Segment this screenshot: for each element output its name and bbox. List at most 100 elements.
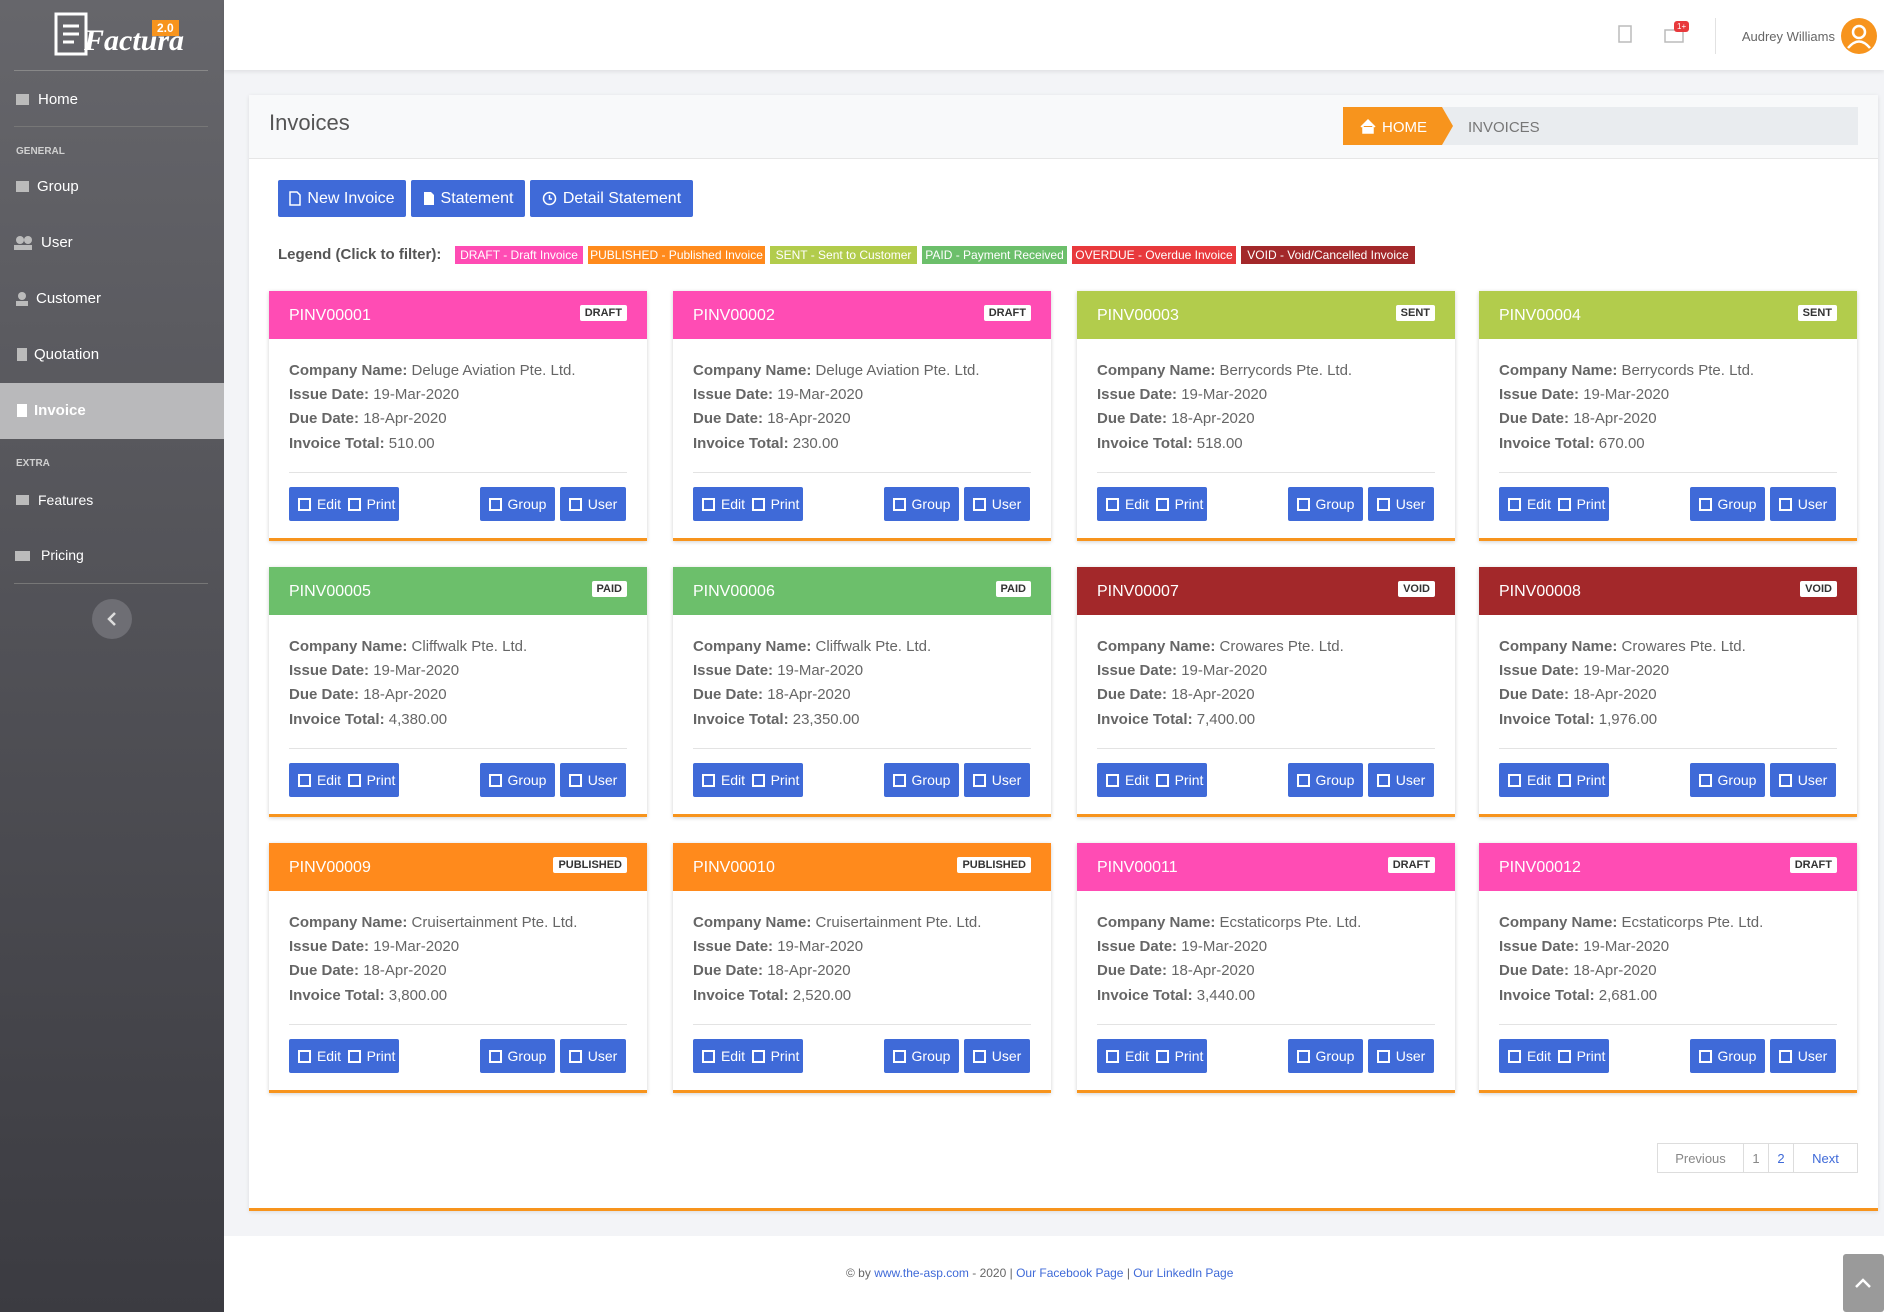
card-button[interactable]: Group — [1690, 763, 1765, 797]
card-button[interactable]: User — [1368, 763, 1434, 797]
invoice-id[interactable]: PINV00003 — [1097, 307, 1179, 324]
legend-chip[interactable]: SENT - Sent to Customer — [770, 246, 917, 264]
card-button[interactable]: Print — [344, 763, 399, 797]
card-button[interactable]: User — [560, 763, 626, 797]
avatar[interactable] — [1840, 17, 1878, 55]
invoice-id[interactable]: PINV00010 — [693, 859, 775, 876]
menu-item[interactable]: User — [41, 234, 73, 251]
card-button[interactable]: Edit — [1097, 1039, 1158, 1073]
button-label: Edit — [1526, 772, 1552, 788]
card-button[interactable]: Group — [1288, 763, 1363, 797]
footer-link[interactable]: Our LinkedIn Page — [1133, 1266, 1234, 1280]
breadcrumb-home[interactable]: HOME — [1382, 119, 1427, 136]
legend-chip[interactable]: PUBLISHED - Published Invoice — [588, 246, 765, 264]
footer-link[interactable]: www.the-asp.com — [874, 1266, 969, 1280]
menu-item[interactable]: Pricing — [41, 547, 84, 563]
card-button[interactable]: Edit — [1097, 763, 1158, 797]
invoice-id[interactable]: PINV00001 — [289, 307, 371, 324]
card-button[interactable]: User — [1770, 763, 1836, 797]
card-button[interactable]: Print — [1554, 763, 1609, 797]
icon — [701, 497, 715, 511]
card-button[interactable]: User — [964, 1039, 1030, 1073]
menu-item[interactable]: Invoice — [34, 402, 86, 419]
card-button[interactable]: Edit — [289, 487, 350, 521]
card-button[interactable]: Print — [344, 1039, 399, 1073]
legend-chip[interactable]: PAID - Payment Received — [922, 246, 1067, 264]
card-button[interactable]: User — [560, 1039, 626, 1073]
menu-home[interactable]: Home — [38, 91, 79, 108]
card-button[interactable]: Edit — [289, 1039, 350, 1073]
page-next[interactable]: Next — [1793, 1143, 1858, 1173]
card-button[interactable]: Edit — [693, 487, 754, 521]
field-label: Company Name: — [693, 638, 812, 655]
card-button[interactable]: User — [964, 763, 1030, 797]
new-invoice-button[interactable]: New Invoice — [278, 180, 406, 217]
card-button[interactable]: Group — [480, 763, 555, 797]
invoice-id[interactable]: PINV00005 — [289, 583, 371, 600]
field-label: Issue Date: — [1499, 938, 1580, 955]
card-button[interactable]: Print — [1554, 1039, 1609, 1073]
card-button[interactable]: User — [964, 487, 1030, 521]
card-button[interactable]: Edit — [693, 763, 754, 797]
card-button[interactable]: Group — [884, 1039, 959, 1073]
card-button[interactable]: Edit — [289, 763, 350, 797]
legend-chip[interactable]: DRAFT - Draft Invoice — [455, 246, 583, 264]
scroll-top-button[interactable] — [1843, 1254, 1884, 1312]
card-button[interactable]: Print — [1554, 487, 1609, 521]
icon — [1557, 497, 1571, 511]
user-name[interactable]: Audrey Williams — [1741, 29, 1835, 44]
card-button[interactable]: Group — [480, 1039, 555, 1073]
invoice-card: PINV00007 VOID Company Name: Crowares Pte.… — [1077, 567, 1455, 817]
card-button[interactable]: Group — [480, 487, 555, 521]
sidebar: Factura 2.0 Home GENERAL Group User Cust… — [0, 0, 224, 1312]
statement-button[interactable]: Statement — [411, 180, 525, 217]
footer-link[interactable]: Our Facebook Page — [1016, 1266, 1124, 1280]
card-button[interactable]: User — [560, 487, 626, 521]
field-value: 18-Apr-2020 — [363, 410, 447, 427]
invoice-id[interactable]: PINV00011 — [1097, 859, 1178, 876]
card-button[interactable]: Group — [884, 487, 959, 521]
menu-item[interactable]: Customer — [36, 290, 102, 307]
card-button[interactable]: User — [1770, 1039, 1836, 1073]
page-number[interactable]: 2 — [1768, 1143, 1794, 1173]
card-button[interactable]: Group — [1288, 1039, 1363, 1073]
card-button[interactable]: Print — [1152, 487, 1207, 521]
card-button[interactable]: Print — [1152, 763, 1207, 797]
legend-chip[interactable]: OVERDUE - Overdue Invoice — [1072, 246, 1236, 264]
detail-statement-button[interactable]: Detail Statement — [530, 180, 693, 217]
menu-item[interactable]: Quotation — [34, 346, 100, 363]
card-button[interactable]: Edit — [1097, 487, 1158, 521]
card-button[interactable]: User — [1368, 1039, 1434, 1073]
invoice-id[interactable]: PINV00002 — [693, 307, 775, 324]
card-button[interactable]: Print — [748, 1039, 803, 1073]
invoice-id[interactable]: PINV00009 — [289, 859, 371, 876]
card-button[interactable]: Print — [748, 763, 803, 797]
card-button[interactable]: Group — [1288, 487, 1363, 521]
invoice-id[interactable]: PINV00006 — [693, 583, 775, 600]
card-header: PINV00006 PAID — [673, 567, 1051, 615]
card-field: Invoice Total: 2,681.00 — [1499, 987, 1657, 1004]
invoice-id[interactable]: PINV00007 — [1097, 583, 1179, 600]
card-button[interactable]: Edit — [693, 1039, 754, 1073]
card-button[interactable]: Print — [344, 487, 399, 521]
card-button[interactable]: User — [1368, 487, 1434, 521]
card-button[interactable]: Group — [884, 763, 959, 797]
card-button[interactable]: Print — [1152, 1039, 1207, 1073]
card-button[interactable]: Edit — [1499, 1039, 1560, 1073]
invoice-id[interactable]: PINV00008 — [1499, 583, 1581, 600]
menu-item[interactable]: Group — [37, 178, 79, 195]
invoice-id[interactable]: PINV00004 — [1499, 307, 1581, 324]
card-button[interactable]: Print — [748, 487, 803, 521]
card-button[interactable]: Edit — [1499, 487, 1560, 521]
card-button[interactable]: Group — [1690, 487, 1765, 521]
legend-chip[interactable]: VOID - Void/Cancelled Invoice — [1241, 246, 1415, 264]
invoice-id[interactable]: PINV00012 — [1499, 859, 1581, 876]
card-button[interactable]: Group — [1690, 1039, 1765, 1073]
collapse-button[interactable] — [92, 599, 132, 639]
page-previous[interactable]: Previous — [1657, 1143, 1744, 1173]
card-button[interactable]: User — [1770, 487, 1836, 521]
page-number[interactable]: 1 — [1743, 1143, 1769, 1173]
card-field: Invoice Total: 670.00 — [1499, 435, 1645, 452]
card-button[interactable]: Edit — [1499, 763, 1560, 797]
menu-item[interactable]: Features — [38, 492, 94, 508]
